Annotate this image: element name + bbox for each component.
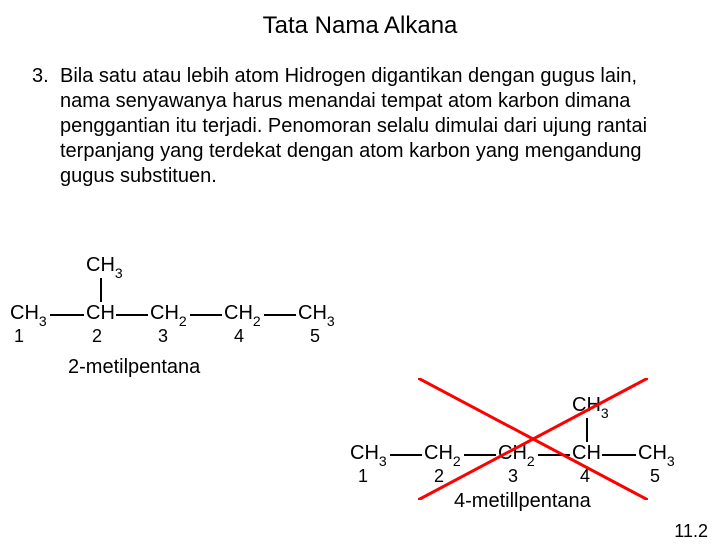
bond-horizontal <box>538 454 570 456</box>
structure-2: CH3CH2CH2CHCH3CH3123454-metillpentana <box>0 12 720 552</box>
atom-label: CH3 <box>350 442 387 467</box>
bond-vertical <box>586 418 588 442</box>
slide-number: 11.2 <box>674 521 708 542</box>
atom-label: CH3 <box>638 442 675 467</box>
atom-label: CH <box>572 442 601 465</box>
carbon-number: 4 <box>580 466 590 487</box>
bond-horizontal <box>390 454 422 456</box>
bond-horizontal <box>602 454 636 456</box>
carbon-number: 3 <box>508 466 518 487</box>
bond-horizontal <box>464 454 496 456</box>
carbon-number: 5 <box>650 466 660 487</box>
carbon-number: 1 <box>358 466 368 487</box>
atom-label: CH2 <box>498 442 535 467</box>
structure-caption: 4-metillpentana <box>454 490 591 513</box>
cross-out-icon <box>418 378 648 500</box>
atom-label: CH3 <box>572 394 609 419</box>
carbon-number: 2 <box>434 466 444 487</box>
atom-label: CH2 <box>424 442 461 467</box>
